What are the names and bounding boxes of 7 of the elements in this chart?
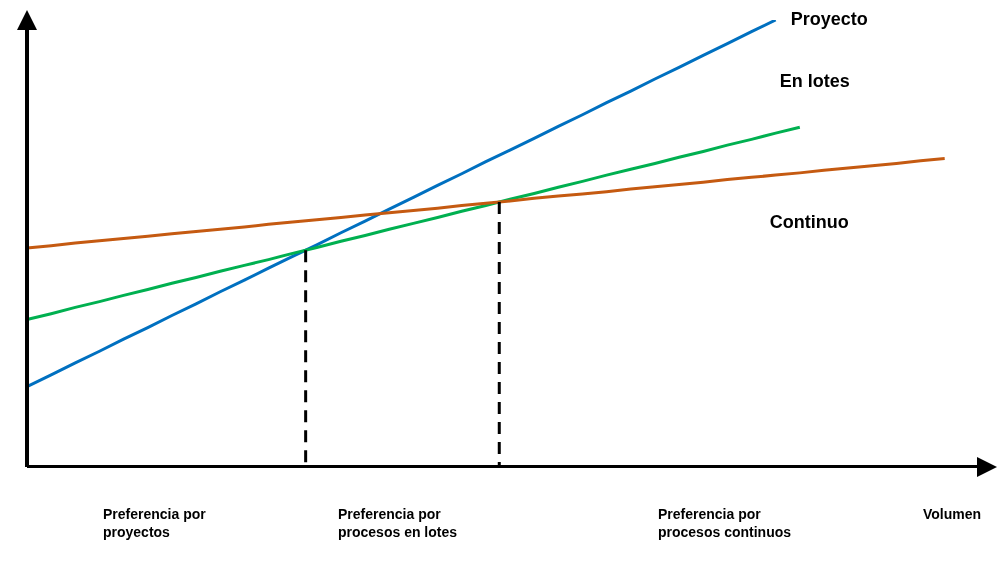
text: En lotes: [779, 71, 850, 92]
text: Continuo: [769, 212, 849, 233]
x-axis-title: Volumen: [923, 505, 982, 523]
text: Preferencia por proyectos: [103, 505, 207, 541]
text: Preferencia por procesos continuos: [658, 505, 793, 541]
text: Preferencia por procesos en lotes: [338, 505, 459, 541]
series-label: Proyecto: [790, 8, 868, 29]
